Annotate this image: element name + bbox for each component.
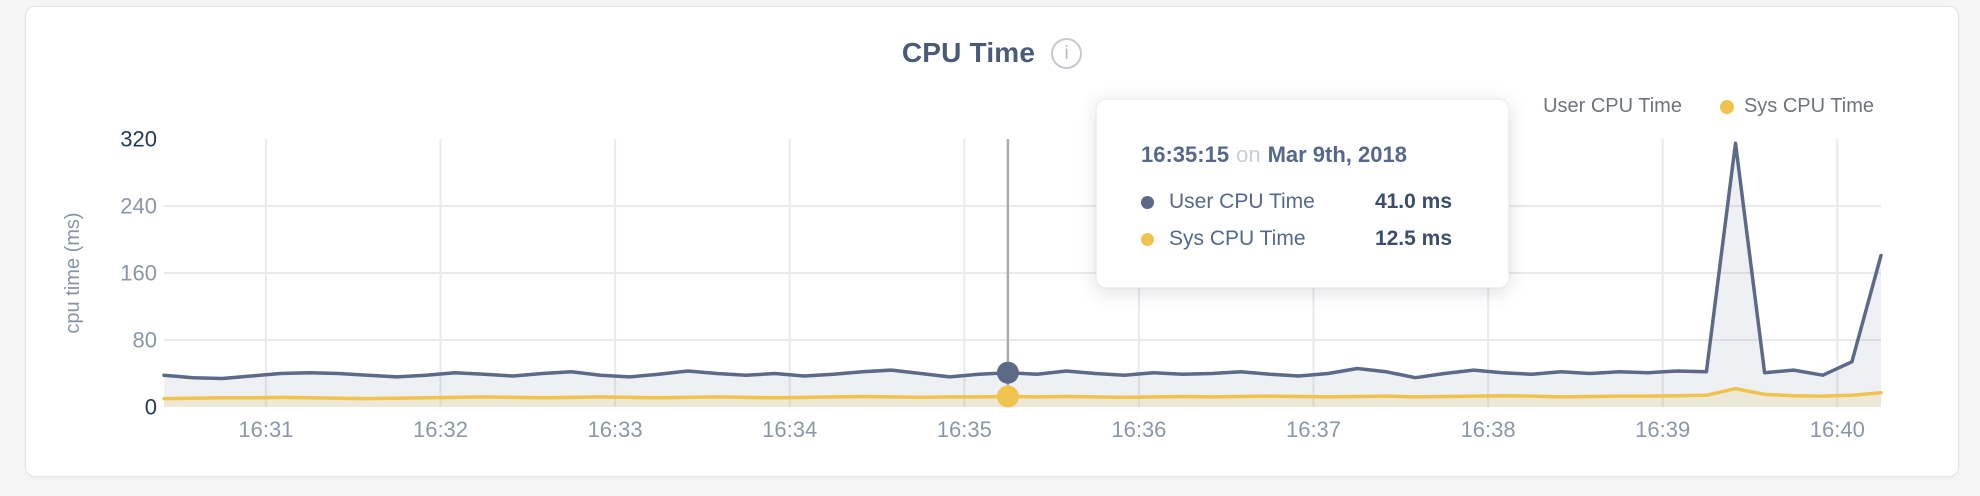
cpu-time-chart-plot[interactable]: 16:31 16:32 16:33 16:34 16:35 16:36 16:37 16:38… <box>26 7 1960 478</box>
y-axis-tick-label: 0 <box>145 395 157 420</box>
chart-card: CPU Time i User CPU Time Sys CPU Time 16… <box>25 6 1959 477</box>
y-axis-tick-label: 240 <box>120 194 157 219</box>
y-axis-title: cpu time (ms) <box>62 212 84 333</box>
legend-sys-dot-icon <box>1719 99 1734 114</box>
tooltip-header: 16:35:15 on Mar 9th, 2018 <box>1141 140 1452 170</box>
y-axis-tick-label: 320 <box>120 127 157 152</box>
x-axis-tick-label: 16:31 <box>238 417 293 442</box>
chart-title: CPU Time <box>901 37 1036 68</box>
x-axis-tick-label: 16:37 <box>1286 417 1341 442</box>
tooltip-sys-dot-icon <box>1141 232 1154 246</box>
sys-cpu-hover-dot <box>996 385 1019 408</box>
x-axis-tick-label: 16:32 <box>413 417 468 442</box>
y-axis-tick-label: 80 <box>133 328 157 353</box>
tooltip-row-sys-cpu-time: Sys CPU Time 12.5 ms <box>1141 224 1452 254</box>
tooltip-row-user-cpu-time: User CPU Time 41.0 ms <box>1141 187 1452 217</box>
y-axis-tick-label: 160 <box>120 261 157 286</box>
user-cpu-area <box>164 143 1881 407</box>
x-axis-tick-label: 16:33 <box>588 417 643 442</box>
legend-item-user-cpu-time[interactable]: User CPU Time <box>1519 95 1682 118</box>
tooltip-time: 16:35:15 <box>1141 142 1230 167</box>
legend-label-user-cpu-time: User CPU Time <box>1543 95 1682 117</box>
legend-label-sys-cpu-time: Sys CPU Time <box>1743 95 1874 117</box>
info-icon[interactable]: i <box>1051 37 1083 69</box>
tooltip-user-value: 41.0 ms <box>1374 190 1452 213</box>
legend: User CPU Time Sys CPU Time <box>1519 95 1874 118</box>
user-cpu-line <box>162 141 1883 381</box>
legend-item-sys-cpu-time[interactable]: Sys CPU Time <box>1719 95 1874 118</box>
x-axis-tick-label: 16:36 <box>1111 417 1166 442</box>
sys-cpu-line <box>162 386 1883 401</box>
tooltip-date: Mar 9th, 2018 <box>1267 142 1407 167</box>
tooltip-sys-value: 12.5 ms <box>1374 227 1452 250</box>
x-axis-tick-label: 16:39 <box>1635 417 1690 442</box>
tooltip-preposition: on <box>1236 142 1261 167</box>
x-axis-tick-label: 16:35 <box>937 417 992 442</box>
hover-tooltip: 16:35:15 on Mar 9th, 2018 User CPU Time 41… <box>1096 99 1509 288</box>
user-cpu-hover-dot <box>996 361 1019 384</box>
chart-header: CPU Time i <box>26 37 1958 69</box>
tooltip-sys-label: Sys CPU Time <box>1169 227 1306 250</box>
tooltip-user-dot-icon <box>1141 195 1154 209</box>
tooltip-user-label: User CPU Time <box>1169 190 1315 213</box>
x-axis-tick-label: 16:40 <box>1810 417 1865 442</box>
x-axis-tick-label: 16:38 <box>1461 417 1516 442</box>
x-axis-tick-label: 16:34 <box>762 417 817 442</box>
info-icon-glyph: i <box>1064 42 1069 64</box>
